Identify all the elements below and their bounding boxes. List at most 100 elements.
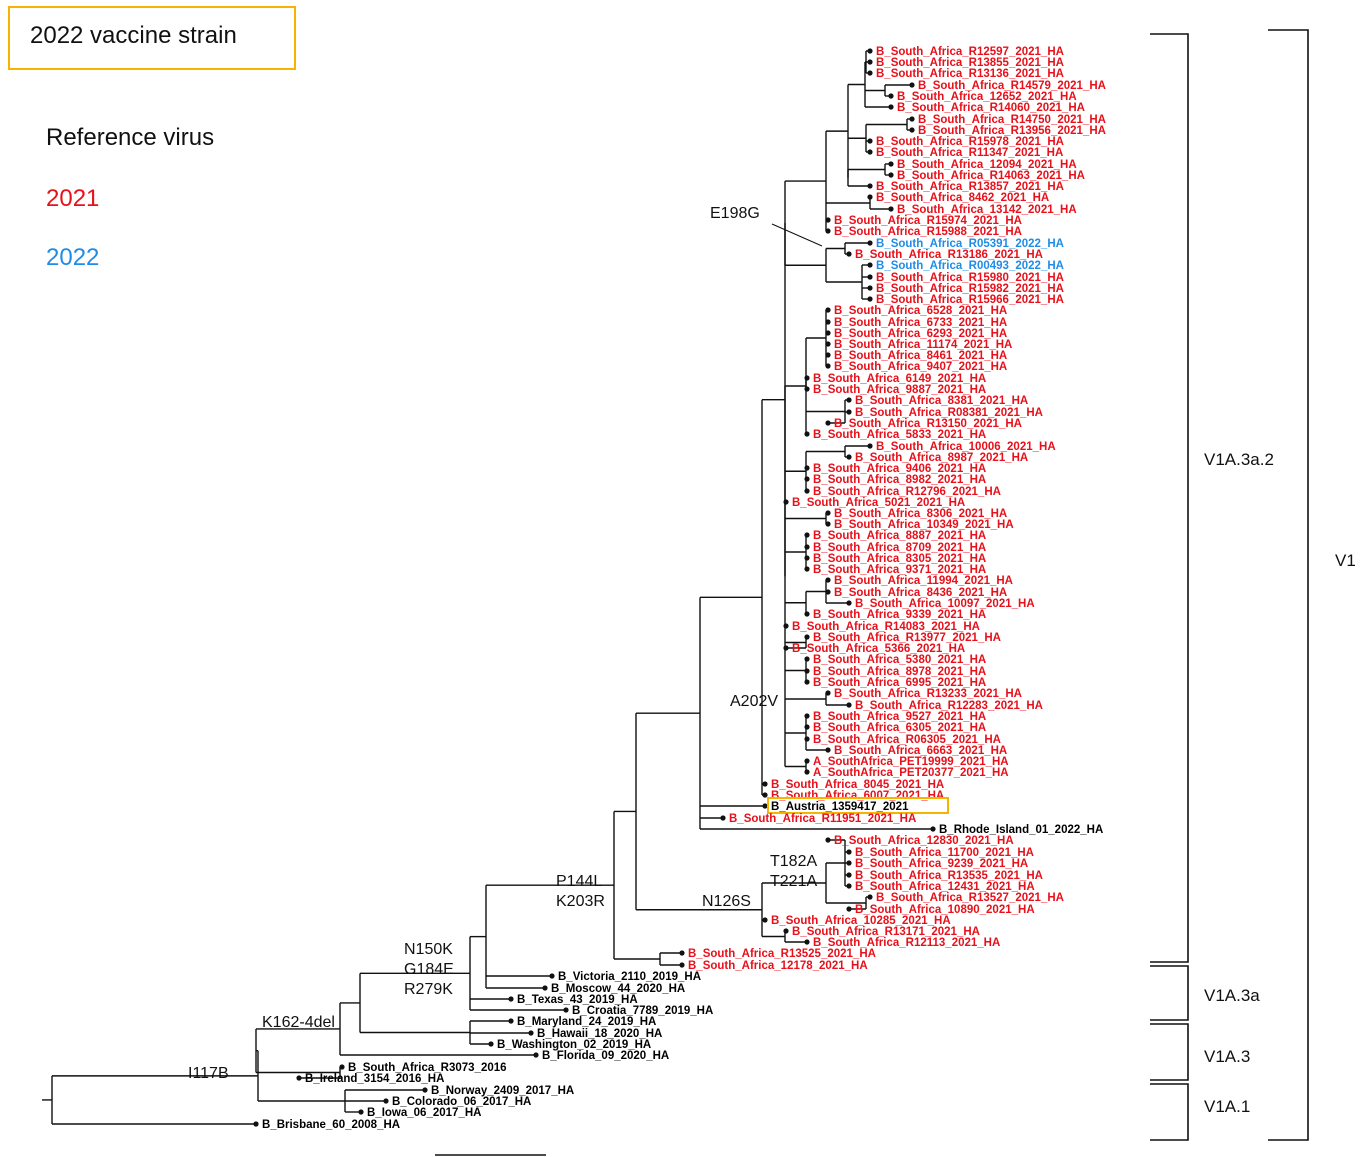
tip-node xyxy=(888,206,894,212)
taxon-label: B_South_Africa_5366_2021_HA xyxy=(792,643,965,655)
taxon-label: B_South_Africa_R13233_2021_HA xyxy=(834,688,1022,700)
tip-node xyxy=(383,1098,389,1104)
tip-node xyxy=(825,330,831,336)
taxon-label: B_South_Africa_R14750_2021_HA xyxy=(918,114,1106,126)
clade-bracket-v1 xyxy=(1268,29,1309,1141)
vaccine-strain-highlight-box xyxy=(767,797,949,814)
taxon-label: B_Iowa_06_2017_HA xyxy=(367,1107,481,1119)
taxon-label: B_South_Africa_R13136_2021_HA xyxy=(876,68,1064,80)
taxon-label: B_South_Africa_R14083_2021_HA xyxy=(792,621,980,633)
tip-node xyxy=(888,104,894,110)
tip-node xyxy=(339,1064,345,1070)
taxon-label: B_South_Africa_R13171_2021_HA xyxy=(792,926,980,938)
taxon-label: B_South_Africa_9527_2021_HA xyxy=(813,711,986,723)
clade-label: V1A.3a xyxy=(1204,986,1260,1005)
tip-node xyxy=(762,781,768,787)
tip-node xyxy=(804,668,810,674)
clade-bracket xyxy=(1150,1083,1189,1141)
clade-bracket xyxy=(1150,1023,1189,1081)
taxon-label: B_Norway_2409_2017_HA xyxy=(431,1085,574,1097)
mutation-label: T182A xyxy=(770,853,817,870)
tip-node xyxy=(825,690,831,696)
taxon-label: B_South_Africa_R13977_2021_HA xyxy=(813,632,1001,644)
taxon-label: B_South_Africa_8306_2021_HA xyxy=(834,508,1007,520)
taxon-label: B_South_Africa_R13150_2021_HA xyxy=(834,418,1022,430)
taxon-label: B_South_Africa_8381_2021_HA xyxy=(855,395,1028,407)
tip-node xyxy=(528,1030,534,1036)
mutation-label: A202V xyxy=(730,693,778,710)
tip-node xyxy=(867,194,873,200)
taxon-label: B_South_Africa_6149_2021_HA xyxy=(813,373,986,385)
tip-node xyxy=(804,386,810,392)
taxon-label: B_South_Africa_6528_2021_HA xyxy=(834,305,1007,317)
clade-bracket xyxy=(1150,965,1189,1021)
taxon-label: B_Hawaii_18_2020_HA xyxy=(537,1028,662,1040)
taxon-label: B_South_Africa_8461_2021_HA xyxy=(834,350,1007,362)
taxon-label: B_Moscow_44_2020_HA xyxy=(551,983,685,995)
tip-node xyxy=(867,48,873,54)
taxon-label: B_South_Africa_11174_2021_HA xyxy=(834,339,1012,351)
taxon-label: B_South_Africa_6995_2021_HA xyxy=(813,677,986,689)
taxon-label: B_South_Africa_11700_2021_HA xyxy=(855,847,1034,859)
mutation-label: P144L xyxy=(556,873,602,890)
taxon-label: B_South_Africa_R11951_2021_HA xyxy=(729,813,916,825)
taxon-label: B_South_Africa_R14063_2021_HA xyxy=(897,170,1085,182)
tip-node xyxy=(296,1075,302,1081)
taxon-label: B_South_Africa_9887_2021_HA xyxy=(813,384,986,396)
mutation-label: I117B xyxy=(188,1065,229,1082)
taxon-label: B_South_Africa_9339_2021_HA xyxy=(813,609,986,621)
tip-node xyxy=(533,1052,539,1058)
tip-node xyxy=(867,138,873,144)
tip-node xyxy=(846,883,852,889)
tip-node xyxy=(804,758,810,764)
tip-node xyxy=(867,59,873,65)
tip-node xyxy=(867,240,873,246)
tip-node xyxy=(783,499,789,505)
tip-node xyxy=(253,1121,259,1127)
tip-node xyxy=(846,454,852,460)
clade-label: V1A.3a.2 xyxy=(1204,450,1274,469)
taxon-label: B_South_Africa_R15980_2021_HA xyxy=(876,272,1064,284)
taxon-label: B_Croatia_7789_2019_HA xyxy=(572,1005,713,1017)
taxon-label: B_South_Africa_9371_2021_HA xyxy=(813,564,986,576)
tip-node xyxy=(720,815,726,821)
tip-node xyxy=(563,1007,569,1013)
taxon-label: B_South_Africa_R06305_2021_HA xyxy=(813,734,1001,746)
taxon-label: B_South_Africa_8987_2021_HA xyxy=(855,452,1028,464)
tip-node xyxy=(867,274,873,280)
taxon-label: B_Colorado_06_2017_HA xyxy=(392,1096,531,1108)
tip-node xyxy=(804,555,810,561)
tip-node xyxy=(846,251,852,257)
tip-node xyxy=(846,872,852,878)
taxon-label: B_South_Africa_13142_2021_HA xyxy=(897,204,1077,216)
taxon-label: B_South_Africa_12178_2021_HA xyxy=(688,960,868,972)
tip-node xyxy=(825,217,831,223)
tip-node xyxy=(846,409,852,415)
tip-node xyxy=(762,803,768,809)
mutation-label: N126S xyxy=(702,893,751,910)
tip-node xyxy=(888,93,894,99)
taxon-label: B_South_Africa_10006_2021_HA xyxy=(876,441,1056,453)
tip-node xyxy=(804,656,810,662)
tip-node xyxy=(804,544,810,550)
tip-node xyxy=(888,161,894,167)
taxon-label: B_South_Africa_8305_2021_HA xyxy=(813,553,986,565)
taxon-label: B_Rhode_Island_01_2022_HA xyxy=(939,824,1103,836)
taxon-label: B_South_Africa_R12113_2021_HA xyxy=(813,937,1000,949)
tip-node xyxy=(804,634,810,640)
taxon-label: B_South_Africa_10349_2021_HA xyxy=(834,519,1014,531)
tip-node xyxy=(804,611,810,617)
tip-node xyxy=(909,127,915,133)
tip-node xyxy=(762,917,768,923)
taxon-label: B_South_Africa_R12597_2021_HA xyxy=(876,46,1064,58)
mutation-label: N150K xyxy=(404,941,453,958)
tip-node xyxy=(867,183,873,189)
taxon-label: B_South_Africa_R3073_2016 xyxy=(348,1062,507,1074)
tip-node xyxy=(804,476,810,482)
taxon-label: B_South_Africa_R15982_2021_HA xyxy=(876,283,1064,295)
tip-node xyxy=(825,420,831,426)
taxon-label: B_South_Africa_5833_2021_HA xyxy=(813,429,986,441)
tip-node xyxy=(508,996,514,1002)
taxon-label: A_SouthAfrica_PET19999_2021_HA xyxy=(813,756,1009,768)
tip-node xyxy=(804,939,810,945)
